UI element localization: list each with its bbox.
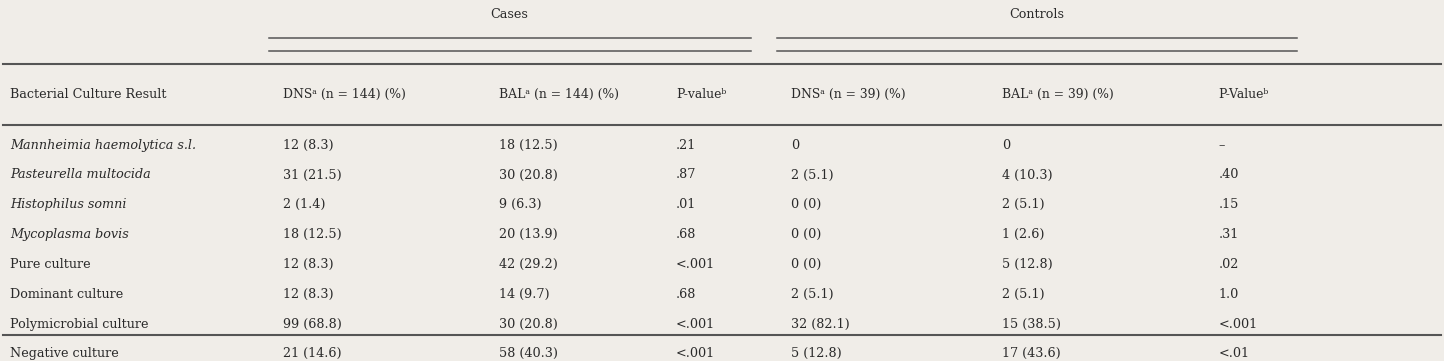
- Text: BALᵃ (n = 144) (%): BALᵃ (n = 144) (%): [500, 88, 619, 101]
- Text: .68: .68: [676, 288, 696, 301]
- Text: 0 (0): 0 (0): [791, 228, 822, 241]
- Text: .21: .21: [676, 139, 696, 152]
- Text: Histophilus somni: Histophilus somni: [10, 198, 127, 211]
- Text: DNSᵃ (n = 144) (%): DNSᵃ (n = 144) (%): [283, 88, 406, 101]
- Text: P-Valueᵇ: P-Valueᵇ: [1219, 88, 1268, 101]
- Text: 5 (12.8): 5 (12.8): [791, 347, 842, 360]
- Text: Bacterial Culture Result: Bacterial Culture Result: [10, 88, 166, 101]
- Text: 17 (43.6): 17 (43.6): [1002, 347, 1061, 360]
- Text: <.001: <.001: [1219, 318, 1258, 331]
- Text: 14 (9.7): 14 (9.7): [500, 288, 550, 301]
- Text: 12 (8.3): 12 (8.3): [283, 139, 334, 152]
- Text: 0: 0: [1002, 139, 1011, 152]
- Text: 2 (5.1): 2 (5.1): [1002, 198, 1045, 211]
- Text: .02: .02: [1219, 258, 1239, 271]
- Text: 0 (0): 0 (0): [791, 258, 822, 271]
- Text: 4 (10.3): 4 (10.3): [1002, 169, 1053, 182]
- Text: <.01: <.01: [1219, 347, 1249, 360]
- Text: Controls: Controls: [1009, 8, 1064, 21]
- Text: 99 (68.8): 99 (68.8): [283, 318, 342, 331]
- Text: –: –: [1219, 139, 1225, 152]
- Text: Mannheimia haemolytica s.l.: Mannheimia haemolytica s.l.: [10, 139, 196, 152]
- Text: <.001: <.001: [676, 347, 715, 360]
- Text: P-valueᵇ: P-valueᵇ: [676, 88, 726, 101]
- Text: 20 (13.9): 20 (13.9): [500, 228, 557, 241]
- Text: 21 (14.6): 21 (14.6): [283, 347, 342, 360]
- Text: 31 (21.5): 31 (21.5): [283, 169, 342, 182]
- Text: 2 (5.1): 2 (5.1): [791, 169, 833, 182]
- Text: 2 (5.1): 2 (5.1): [791, 288, 833, 301]
- Text: 18 (12.5): 18 (12.5): [283, 228, 342, 241]
- Text: 30 (20.8): 30 (20.8): [500, 169, 557, 182]
- Text: Negative culture: Negative culture: [10, 347, 118, 360]
- Text: <.001: <.001: [676, 258, 715, 271]
- Text: 32 (82.1): 32 (82.1): [791, 318, 851, 331]
- Text: .40: .40: [1219, 169, 1239, 182]
- Text: 2 (1.4): 2 (1.4): [283, 198, 326, 211]
- Text: Pasteurella multocida: Pasteurella multocida: [10, 169, 150, 182]
- Text: .01: .01: [676, 198, 696, 211]
- Text: .15: .15: [1219, 198, 1239, 211]
- Text: Polymicrobial culture: Polymicrobial culture: [10, 318, 149, 331]
- Text: 9 (6.3): 9 (6.3): [500, 198, 542, 211]
- Text: Pure culture: Pure culture: [10, 258, 91, 271]
- Text: 2 (5.1): 2 (5.1): [1002, 288, 1045, 301]
- Text: Mycoplasma bovis: Mycoplasma bovis: [10, 228, 129, 241]
- Text: 0: 0: [791, 139, 799, 152]
- Text: 42 (29.2): 42 (29.2): [500, 258, 557, 271]
- Text: 0 (0): 0 (0): [791, 198, 822, 211]
- Text: 12 (8.3): 12 (8.3): [283, 258, 334, 271]
- Text: 30 (20.8): 30 (20.8): [500, 318, 557, 331]
- Text: 5 (12.8): 5 (12.8): [1002, 258, 1053, 271]
- Text: 1.0: 1.0: [1219, 288, 1239, 301]
- Text: DNSᵃ (n = 39) (%): DNSᵃ (n = 39) (%): [791, 88, 905, 101]
- Text: 18 (12.5): 18 (12.5): [500, 139, 557, 152]
- Text: <.001: <.001: [676, 318, 715, 331]
- Text: 12 (8.3): 12 (8.3): [283, 288, 334, 301]
- Text: .87: .87: [676, 169, 696, 182]
- Text: 58 (40.3): 58 (40.3): [500, 347, 557, 360]
- Text: Dominant culture: Dominant culture: [10, 288, 123, 301]
- Text: BALᵃ (n = 39) (%): BALᵃ (n = 39) (%): [1002, 88, 1115, 101]
- Text: 1 (2.6): 1 (2.6): [1002, 228, 1045, 241]
- Text: Cases: Cases: [490, 8, 529, 21]
- Text: 15 (38.5): 15 (38.5): [1002, 318, 1061, 331]
- Text: .68: .68: [676, 228, 696, 241]
- Text: .31: .31: [1219, 228, 1239, 241]
